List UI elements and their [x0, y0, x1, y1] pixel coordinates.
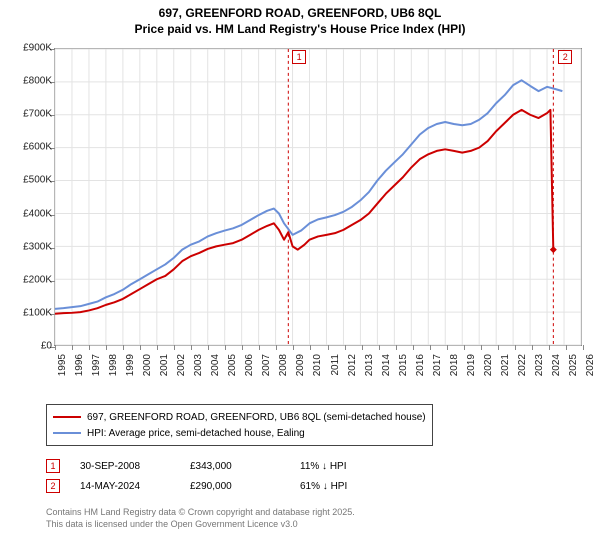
legend-swatch — [53, 432, 81, 434]
event-row: 1 30-SEP-2008 £343,000 11% ↓ HPI — [46, 456, 592, 476]
footer-line-2: This data is licensed under the Open Gov… — [46, 518, 592, 530]
event-pct: 61% ↓ HPI — [300, 481, 390, 492]
plot-svg — [55, 49, 581, 345]
event-num-box: 1 — [46, 459, 60, 473]
y-tick-label: £0 — [8, 341, 52, 352]
event-marker: 2 — [558, 50, 572, 64]
event-price: £343,000 — [190, 461, 280, 472]
y-tick-label: £300K — [8, 241, 52, 252]
y-tick-label: £700K — [8, 109, 52, 120]
legend-item: 697, GREENFORD ROAD, GREENFORD, UB6 8QL … — [53, 409, 426, 425]
event-num-box: 2 — [46, 479, 60, 493]
legend-swatch — [53, 416, 81, 418]
legend-item: HPI: Average price, semi-detached house,… — [53, 425, 426, 441]
y-tick-label: £200K — [8, 274, 52, 285]
plot-area — [54, 48, 582, 346]
footer: Contains HM Land Registry data © Crown c… — [46, 506, 592, 530]
footer-line-1: Contains HM Land Registry data © Crown c… — [46, 506, 592, 518]
event-date: 30-SEP-2008 — [80, 461, 170, 472]
legend-label: 697, GREENFORD ROAD, GREENFORD, UB6 8QL … — [87, 412, 426, 423]
y-tick-label: £400K — [8, 208, 52, 219]
title-sub: Price paid vs. HM Land Registry's House … — [8, 22, 592, 36]
titles: 697, GREENFORD ROAD, GREENFORD, UB6 8QL … — [8, 6, 592, 36]
event-date: 14-MAY-2024 — [80, 481, 170, 492]
chart-container: 697, GREENFORD ROAD, GREENFORD, UB6 8QL … — [0, 0, 600, 534]
y-tick-label: £600K — [8, 142, 52, 153]
title-main: 697, GREENFORD ROAD, GREENFORD, UB6 8QL — [8, 6, 592, 20]
y-tick-label: £800K — [8, 76, 52, 87]
legend-label: HPI: Average price, semi-detached house,… — [87, 428, 305, 439]
event-price: £290,000 — [190, 481, 280, 492]
y-tick-label: £100K — [8, 307, 52, 318]
event-marker: 1 — [292, 50, 306, 64]
event-row: 2 14-MAY-2024 £290,000 61% ↓ HPI — [46, 476, 592, 496]
y-tick-label: £900K — [8, 43, 52, 54]
chart-box: £0 £100K £200K £300K £400K £500K £600K £700K £80… — [8, 42, 592, 402]
events-table: 1 30-SEP-2008 £343,000 11% ↓ HPI 2 14-MAY-202… — [46, 456, 592, 496]
event-pct: 11% ↓ HPI — [300, 461, 390, 472]
y-tick-label: £500K — [8, 175, 52, 186]
legend: 697, GREENFORD ROAD, GREENFORD, UB6 8QL … — [46, 404, 433, 446]
